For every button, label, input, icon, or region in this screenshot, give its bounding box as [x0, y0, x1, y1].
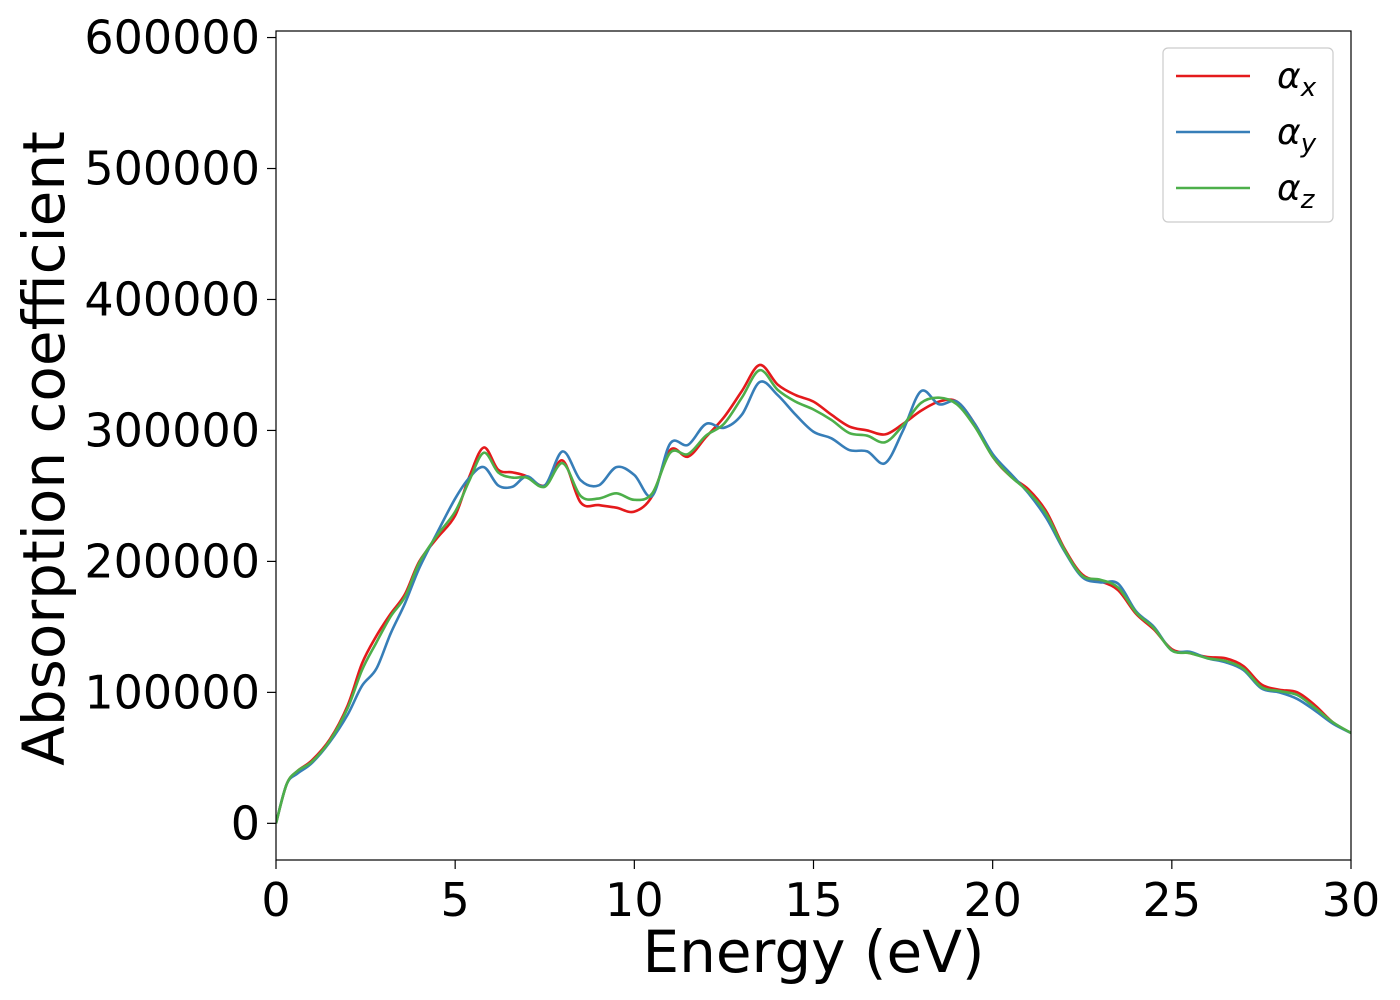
legend-entry-x: αx: [1277, 56, 1317, 103]
y-tick-label: 100000: [84, 665, 260, 719]
x-axis-label: Energy (eV): [642, 918, 984, 986]
series-lines: [276, 363, 1351, 824]
x-axis-ticks: 0 5 10 15 20 25 30: [261, 860, 1380, 927]
y-tick-label: 600000: [84, 11, 260, 65]
series-line-y: [276, 380, 1351, 824]
legend-subscript: y: [1300, 129, 1317, 159]
y-tick-label: 400000: [84, 272, 260, 326]
y-tick-label: 300000: [84, 403, 260, 457]
legend-subscript: z: [1300, 185, 1316, 215]
y-axis-ticks: 0 100000 200000 300000 400000 500000 600000: [84, 11, 276, 850]
y-tick-label: 0: [231, 796, 260, 850]
y-axis-label: Absorption coefficient: [10, 131, 78, 766]
x-tick-label: 10: [605, 873, 664, 927]
series-line-z: [276, 368, 1351, 824]
x-tick-label: 30: [1322, 873, 1381, 927]
y-tick-label: 500000: [84, 142, 260, 196]
series-line-x: [276, 363, 1351, 824]
legend-symbol: α: [1277, 56, 1301, 97]
legend-symbol: α: [1277, 168, 1301, 209]
x-tick-label: 0: [261, 873, 290, 927]
legend-symbol: α: [1277, 112, 1301, 153]
x-tick-label: 15: [784, 873, 843, 927]
legend-subscript: x: [1300, 73, 1317, 103]
x-tick-label: 20: [963, 873, 1022, 927]
legend-entry-z: αz: [1277, 168, 1316, 215]
legend-entry-y: αy: [1277, 112, 1317, 159]
x-tick-label: 5: [441, 873, 470, 927]
y-tick-label: 200000: [84, 534, 260, 588]
legend-box: [1162, 47, 1334, 223]
x-tick-label: 25: [1143, 873, 1202, 927]
